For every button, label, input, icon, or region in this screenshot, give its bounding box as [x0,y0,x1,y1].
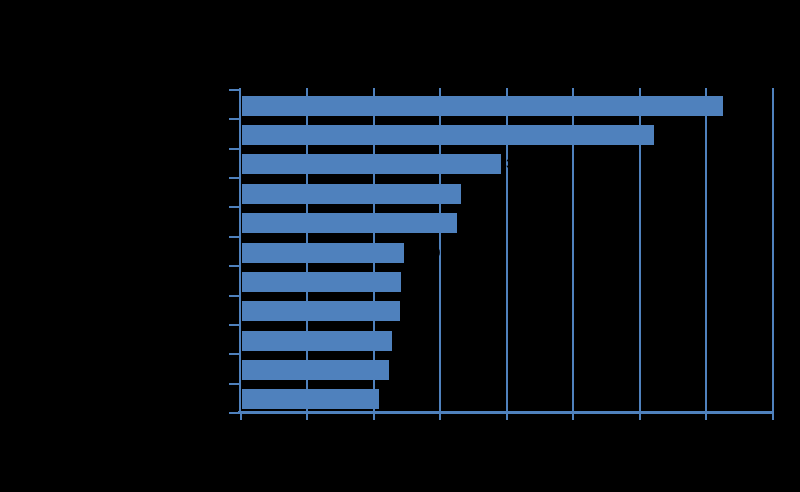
bar [242,331,392,351]
bar-value-label: 2,060 [384,392,416,406]
bar-value-label: 3,900 [506,157,538,171]
y-axis-line [239,88,241,411]
x-axis-tick [639,413,641,420]
bar [242,213,457,233]
bar-value-label: 2,390 [406,275,438,289]
y-axis-tick [229,148,240,150]
y-axis-tick [229,206,240,208]
x-axis-tick [439,413,441,420]
bar [242,389,379,409]
bar-value-label: 3,240 [462,216,494,230]
x-axis-line [238,411,774,414]
gridline [705,88,707,411]
gridline [439,88,441,411]
bar [242,360,389,380]
x-axis-tick [772,413,774,420]
bar [242,272,401,292]
y-axis-tick [229,265,240,267]
bar-value-label: 2,210 [394,363,426,377]
x-axis-tick [373,413,375,420]
x-axis-tick [306,413,308,420]
gridline [572,88,574,411]
bar-value-label: 3,300 [466,187,498,201]
bar [242,154,501,174]
y-axis-tick [229,412,240,414]
y-axis-tick [229,118,240,120]
bar [242,96,723,116]
bar [242,125,654,145]
x-axis-tick [705,413,707,420]
bar [242,243,404,263]
gridline [506,88,508,411]
x-axis-tick [572,413,574,420]
bar [242,184,461,204]
y-axis-tick [229,177,240,179]
y-axis-tick [229,353,240,355]
gridline [639,88,641,411]
y-axis-tick [229,383,240,385]
bar-value-label: 6,190 [659,128,691,142]
y-axis-tick [229,236,240,238]
y-axis-tick [229,324,240,326]
y-axis-tick [229,295,240,297]
bar-value-label: 2,260 [397,334,429,348]
bar-value-label: 7,240 [728,99,760,113]
x-axis-tick [506,413,508,420]
y-axis-tick [229,89,240,91]
bar-value-label: 2,440 [409,246,441,260]
bar-value-label: 2,380 [405,304,437,318]
bar [242,301,400,321]
x-axis-tick [240,413,242,420]
gridline [772,88,774,411]
